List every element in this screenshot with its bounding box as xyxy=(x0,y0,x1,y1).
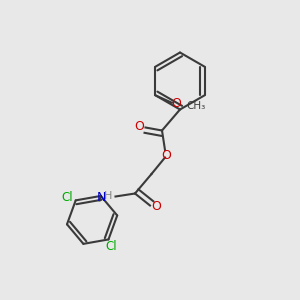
Text: O: O xyxy=(162,149,171,162)
Text: H: H xyxy=(104,191,112,201)
Text: O: O xyxy=(134,120,144,133)
Text: Cl: Cl xyxy=(61,191,73,205)
Text: Cl: Cl xyxy=(106,239,117,253)
Text: CH₃: CH₃ xyxy=(186,101,206,111)
Text: O: O xyxy=(152,200,161,214)
Text: O: O xyxy=(171,98,181,110)
Text: N: N xyxy=(96,191,106,204)
